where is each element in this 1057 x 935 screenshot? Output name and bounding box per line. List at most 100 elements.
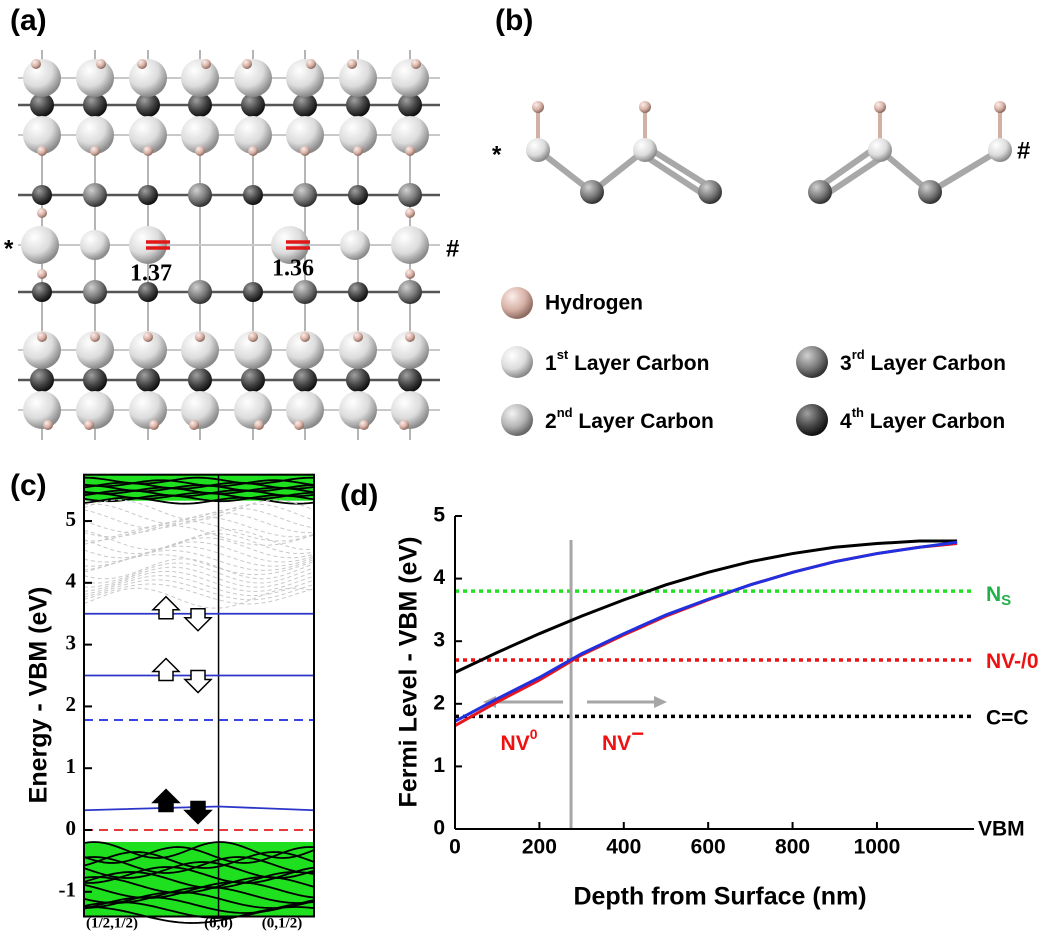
y-tick-label: 5 [433,504,445,527]
ordinal-suffix: nd [557,405,573,420]
reference-label: NV-/0 [986,650,1039,673]
y-tick-label: 5 [66,507,77,531]
baseline-label: VBM [978,818,1025,841]
atom [868,138,892,162]
atom [988,138,1012,162]
panel-label: (a) [10,4,47,37]
reference-label: C=C [986,706,1029,729]
legend-swatch [796,404,828,436]
atom [293,280,317,304]
page: {"panel_a": {"label": "(a)", "markers": … [0,0,1057,935]
atom [391,226,429,264]
atom [76,59,114,97]
x-tick-label: 200 [522,836,557,859]
atom [293,183,317,207]
atom [195,146,205,156]
y-tick-label: 3 [433,629,445,652]
y-tick-label: 3 [66,630,77,654]
atom [181,391,219,429]
x-tick-label: 600 [691,836,726,859]
atom [234,59,272,97]
atom [398,280,422,304]
y-tick-label: 4 [66,569,77,593]
label: Layer Carbon [573,410,714,433]
atom [84,420,94,430]
x-tick-label: 1000 [854,836,901,859]
legend-label: 2nd Layer Carbon [545,405,714,432]
legend-swatch [501,404,533,436]
legend-swatch [501,287,533,319]
marker: # [1017,137,1030,164]
panel-label: (d) [340,479,378,512]
ordinal: 1 [545,352,557,375]
atom [83,280,107,304]
atom [129,391,167,429]
atom [254,420,264,430]
atom [353,146,363,156]
ordinal-suffix: st [557,347,569,362]
atom [286,391,324,429]
atom [526,138,550,162]
atom [300,332,310,342]
atom [405,332,415,342]
atom [405,269,415,279]
atom [405,208,415,218]
atom [129,59,167,97]
atom [347,59,357,69]
x-tick-label: 0 [449,836,461,859]
label-superscript: 0 [530,726,538,742]
legend-label: Hydrogen [545,292,643,315]
atom [918,180,942,204]
ordinal-suffix: th [852,405,864,420]
atom [138,185,158,205]
ordinal-suffix: rd [852,347,865,362]
ordinal: 2 [545,410,557,433]
atom [37,269,47,279]
y-axis-label: Fermi Level - VBM (eV) [395,537,423,808]
ordinal: 4 [840,410,852,433]
ordinal: 3 [840,352,852,375]
label: NV [501,732,530,755]
y-tick-label: 0 [66,816,77,840]
bond-length: 1.36 [272,256,314,282]
atom [633,138,657,162]
atom [248,146,258,156]
atom [874,101,886,113]
atom [90,332,100,342]
atom [399,420,409,430]
series-line [455,544,957,726]
atom [76,391,114,429]
atom [398,183,422,207]
atom [286,59,324,97]
legend-swatch [501,346,533,378]
atom [195,332,205,342]
atom [96,59,106,69]
marker: * [4,235,14,262]
region-arrowhead [654,696,667,708]
x-tick-label: (0,1/2) [262,915,302,931]
label: Layer Carbon [568,352,709,375]
atom [37,146,47,156]
atom [37,208,47,218]
bond [930,150,1000,192]
atom [411,59,421,69]
region-label: NV− [602,721,644,755]
atom [532,101,544,113]
label-subscript: S [1001,592,1011,609]
legend-label: 4th Layer Carbon [840,405,1005,432]
y-tick-label: 4 [433,566,445,589]
atom [149,420,159,430]
atom [136,368,160,392]
label: N [986,583,1001,606]
atom [339,391,377,429]
atom [639,101,651,113]
figure: (a) (b) *#1.371.36 * # Hydrogen 1st Laye… [0,0,1057,935]
atom [23,59,61,97]
y-tick-label: 1 [433,754,445,777]
atom [32,282,52,302]
atom [339,59,377,97]
x-tick-label: (0,0) [204,915,233,931]
label: NV-/0 [986,650,1039,673]
series-line [455,541,957,672]
